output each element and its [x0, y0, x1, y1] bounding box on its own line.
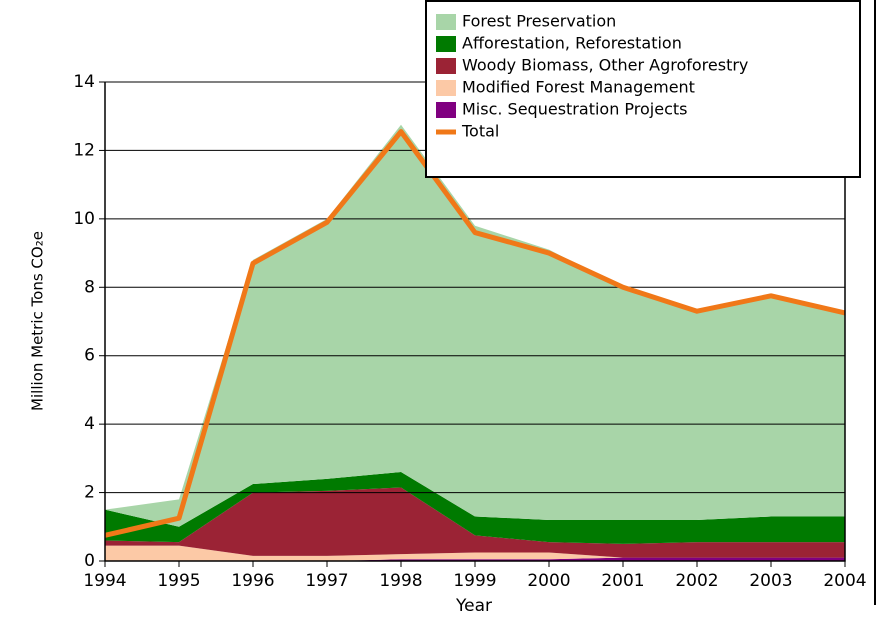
legend-label: Misc. Sequestration Projects: [462, 100, 688, 119]
y-tick-label: 12: [73, 140, 95, 160]
x-tick-label: 1997: [305, 571, 348, 591]
x-tick-label: 1996: [231, 571, 274, 591]
legend-swatch: [436, 58, 456, 74]
x-tick-label: 2001: [601, 571, 644, 591]
legend-swatch: [436, 80, 456, 96]
legend-swatch: [436, 14, 456, 30]
legend-swatch: [436, 102, 456, 118]
y-tick-label: 4: [84, 414, 95, 434]
y-tick-label: 0: [84, 551, 95, 571]
legend-swatch: [436, 36, 456, 52]
legend-box: [425, 0, 861, 178]
y-tick-label: 14: [73, 72, 95, 92]
legend-label: Afforestation, Reforestation: [462, 34, 682, 53]
y-tick-label: 6: [84, 346, 95, 366]
legend-label: Total: [461, 122, 499, 141]
y-tick-label: 2: [84, 483, 95, 503]
x-tick-label: 1998: [379, 571, 422, 591]
x-tick-label: 2004: [823, 571, 866, 591]
legend-label: Modified Forest Management: [462, 78, 695, 97]
x-tick-label: 1995: [157, 571, 200, 591]
x-axis-label: Year: [455, 596, 492, 616]
x-tick-label: 2003: [749, 571, 792, 591]
x-tick-label: 1994: [83, 571, 126, 591]
legend-label: Forest Preservation: [462, 12, 616, 31]
y-tick-label: 8: [84, 277, 95, 297]
x-tick-label: 2000: [527, 571, 570, 591]
legend-label: Woody Biomass, Other Agroforestry: [462, 56, 748, 75]
area: [105, 124, 845, 527]
y-axis-label: Million Metric Tons CO₂e: [29, 231, 47, 411]
area: [105, 545, 845, 561]
total-line: [104, 129, 846, 538]
area: [105, 487, 845, 558]
x-tick-label: 1999: [453, 571, 496, 591]
y-tick-label: 10: [73, 209, 95, 229]
x-tick-label: 2002: [675, 571, 718, 591]
area: [105, 472, 845, 544]
